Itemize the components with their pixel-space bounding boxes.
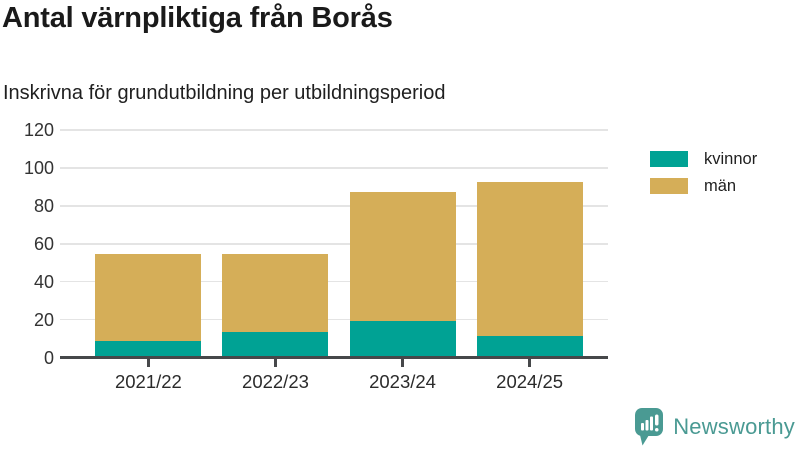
gridline-60: [60, 243, 608, 245]
gridline-20: [60, 318, 608, 321]
bar-segment-män: [349, 191, 456, 321]
gridline-80: [60, 205, 608, 207]
bar-segment-kvinnor: [476, 335, 583, 359]
x-tick-label: 2022/23: [242, 371, 309, 392]
bar-segment-män: [222, 254, 329, 332]
y-tick-label: 0: [43, 347, 54, 368]
y-tick-label: 100: [23, 158, 54, 179]
x-tick-label: 2024/25: [496, 371, 564, 392]
chart-title: Antal värnpliktiga från Borås: [2, 2, 393, 34]
gridline-120: [60, 129, 608, 131]
legend-label-kvinnor: kvinnor: [704, 150, 758, 168]
y-tick-label: 20: [33, 309, 54, 330]
x-tick: [274, 359, 277, 367]
chart-subtitle: Inskrivna för grundutbildning per utbild…: [3, 82, 446, 104]
bar-segment-män: [95, 254, 202, 342]
bar-segment-kvinnor: [222, 331, 329, 359]
bar-segment-män: [476, 182, 583, 336]
x-tick-label: 2023/24: [369, 371, 436, 392]
legend-item-kvinnor: kvinnor: [650, 151, 757, 167]
y-tick-label: 80: [33, 195, 54, 216]
legend-label-man: män: [704, 177, 737, 195]
y-tick-label: 60: [33, 233, 54, 254]
x-tick: [528, 359, 531, 367]
branding-name: Newsworthy: [673, 414, 795, 439]
x-tick: [147, 359, 150, 367]
gridline-100: [60, 167, 608, 169]
legend-item-man: män: [650, 178, 757, 194]
bar-segment-kvinnor: [349, 320, 456, 359]
x-tick: [401, 359, 404, 367]
x-tick-label: 2021/22: [114, 371, 182, 392]
branding-link[interactable]: Newsworthy: [634, 407, 795, 447]
x-axis-line: [60, 356, 608, 359]
bar-segment-kvinnor: [95, 341, 202, 359]
legend-swatch-kvinnor: [650, 151, 688, 167]
legend: kvinnor män: [650, 151, 757, 205]
y-tick-label: 40: [33, 271, 54, 292]
legend-swatch-man: [650, 178, 688, 194]
y-tick-label: 120: [23, 120, 54, 141]
newsworthy-logo-icon: [635, 408, 664, 446]
gridline-40: [60, 280, 608, 283]
